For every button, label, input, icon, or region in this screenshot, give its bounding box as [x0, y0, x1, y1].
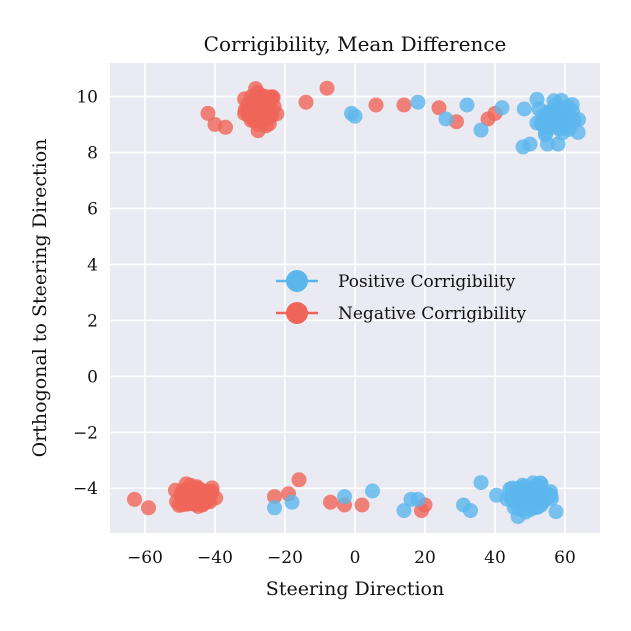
data-point: [284, 494, 300, 510]
data-point: [516, 101, 532, 117]
data-point: [396, 503, 412, 519]
data-point: [522, 136, 538, 152]
data-point: [550, 136, 566, 152]
data-point: [298, 94, 314, 110]
y-tick-label: 10: [76, 88, 98, 108]
data-point: [337, 489, 352, 505]
x-tick-label: 60: [554, 548, 576, 568]
data-point: [538, 113, 554, 129]
x-tick-label: 40: [484, 548, 506, 568]
data-point: [410, 491, 426, 507]
data-point: [540, 136, 555, 152]
data-point: [410, 94, 426, 110]
data-point: [194, 488, 210, 504]
data-point: [347, 108, 363, 124]
data-point: [319, 80, 335, 96]
data-point: [248, 89, 264, 105]
y-tick-label: 0: [87, 367, 98, 387]
data-point: [571, 112, 586, 128]
scatter-points: [127, 80, 586, 525]
y-tick-label: 8: [87, 144, 98, 164]
data-point: [396, 97, 412, 113]
chart-title: Corrigibility, Mean Difference: [204, 32, 507, 56]
data-point: [473, 122, 489, 138]
y-tick-labels: −4 −2 0 2 4 6 8 10: [73, 88, 98, 500]
data-point: [564, 97, 580, 113]
data-point: [529, 91, 545, 107]
data-point: [267, 500, 282, 516]
data-point: [323, 494, 338, 510]
data-point: [506, 499, 522, 515]
data-point: [368, 97, 384, 113]
data-point: [127, 491, 142, 507]
x-axis-title: Steering Direction: [266, 578, 444, 600]
legend: Positive Corrigibility Negative Corrigib…: [276, 270, 527, 324]
data-point: [494, 100, 510, 116]
data-point: [354, 497, 370, 513]
y-tick-label: 4: [87, 255, 98, 275]
x-tick-labels: −60 −40 −20 0 20 40 60: [127, 548, 576, 568]
x-tick-label: −20: [267, 548, 303, 568]
data-point: [179, 496, 195, 512]
legend-marker-negative: [286, 302, 308, 324]
legend-marker-positive: [286, 270, 308, 292]
data-point: [200, 105, 216, 121]
data-point: [218, 119, 233, 135]
y-tick-label: −2: [73, 423, 98, 443]
x-tick-label: −60: [127, 548, 163, 568]
data-point: [513, 486, 529, 502]
data-point: [244, 103, 260, 119]
data-point: [365, 483, 380, 499]
data-point: [463, 503, 478, 519]
data-point: [543, 487, 559, 503]
data-point: [459, 97, 475, 113]
data-point: [438, 111, 454, 127]
x-tick-label: 20: [414, 548, 436, 568]
y-axis-title: Orthogonal to Steering Direction: [29, 139, 51, 458]
x-tick-label: −40: [197, 548, 233, 568]
x-tick-label: 0: [350, 548, 361, 568]
data-point: [267, 489, 282, 505]
data-point: [269, 106, 285, 122]
data-point: [431, 100, 447, 116]
y-tick-label: 6: [87, 199, 98, 219]
y-tick-label: −4: [73, 479, 98, 499]
data-point: [141, 500, 156, 516]
data-point: [473, 475, 489, 491]
data-point: [291, 472, 307, 488]
y-tick-label: 2: [87, 311, 98, 331]
legend-label-positive: Positive Corrigibility: [338, 272, 516, 292]
data-point: [548, 504, 564, 520]
legend-label-negative: Negative Corrigibility: [338, 304, 527, 324]
series-positive: [267, 91, 586, 525]
data-point: [529, 477, 545, 493]
